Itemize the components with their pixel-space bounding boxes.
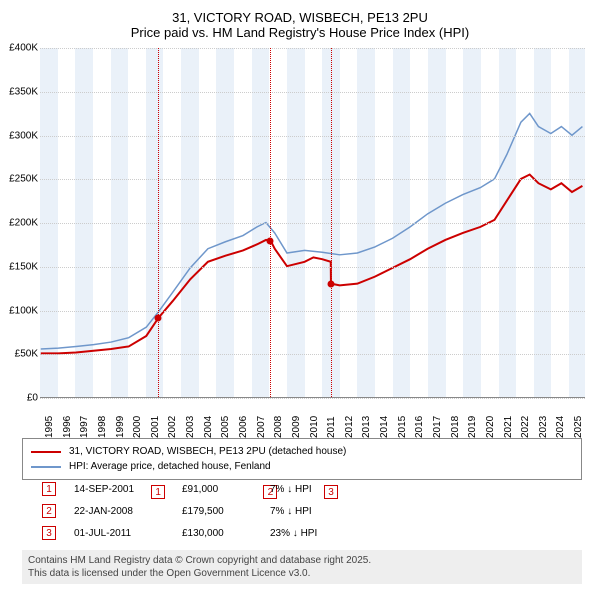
x-axis-label: 2018 <box>450 416 461 438</box>
series-hpi <box>41 113 583 349</box>
table-diff: 23% ↓ HPI <box>270 528 350 539</box>
legend-swatch <box>31 451 61 453</box>
gridline <box>40 398 585 399</box>
x-axis-label: 2017 <box>432 416 443 438</box>
table-price: £179,500 <box>182 506 252 517</box>
table-diff: 7% ↓ HPI <box>270 506 350 517</box>
x-axis-label: 2020 <box>485 416 496 438</box>
footer-note: Contains HM Land Registry data © Crown c… <box>22 550 582 584</box>
transaction-table: 1 14-SEP-2001 £91,000 7% ↓ HPI 2 22-JAN-2008 £… <box>22 478 582 544</box>
table-price: £91,000 <box>182 484 252 495</box>
legend-label: 31, VICTORY ROAD, WISBECH, PE13 2PU (det… <box>69 444 346 459</box>
table-row: 1 14-SEP-2001 £91,000 7% ↓ HPI <box>22 478 582 500</box>
table-date: 22-JAN-2008 <box>74 506 164 517</box>
x-axis-label: 1998 <box>97 416 108 438</box>
gridline <box>40 311 585 312</box>
x-axis-label: 2015 <box>397 416 408 438</box>
x-axis-label: 2000 <box>132 416 143 438</box>
table-date: 14-SEP-2001 <box>74 484 164 495</box>
x-axis-label: 2006 <box>238 416 249 438</box>
y-axis-label: £50K <box>0 349 38 360</box>
x-axis-label: 2023 <box>538 416 549 438</box>
gridline <box>40 92 585 93</box>
legend-label: HPI: Average price, detached house, Fenl… <box>69 459 271 474</box>
footer-line1: Contains HM Land Registry data © Crown c… <box>28 554 576 567</box>
marker-dot-2 <box>267 237 274 244</box>
legend-swatch <box>31 466 61 468</box>
page-title-line1: 31, VICTORY ROAD, WISBECH, PE13 2PU <box>0 10 600 25</box>
x-axis-label: 2007 <box>256 416 267 438</box>
y-axis-label: £350K <box>0 86 38 97</box>
table-marker: 3 <box>42 526 56 540</box>
gridline <box>40 267 585 268</box>
legend-item: HPI: Average price, detached house, Fenl… <box>31 459 573 474</box>
x-axis-label: 2010 <box>309 416 320 438</box>
x-axis-label: 2009 <box>291 416 302 438</box>
footer-line2: This data is licensed under the Open Gov… <box>28 567 576 580</box>
table-diff: 7% ↓ HPI <box>270 484 350 495</box>
x-axis-label: 2021 <box>503 416 514 438</box>
x-axis-label: 2004 <box>203 416 214 438</box>
table-price: £130,000 <box>182 528 252 539</box>
y-axis-label: £150K <box>0 261 38 272</box>
table-marker: 1 <box>42 482 56 496</box>
legend-box: 31, VICTORY ROAD, WISBECH, PE13 2PU (det… <box>22 438 582 480</box>
marker-line <box>331 48 332 397</box>
x-axis-label: 2011 <box>326 416 337 438</box>
x-axis-label: 2002 <box>167 416 178 438</box>
table-row: 3 01-JUL-2011 £130,000 23% ↓ HPI <box>22 522 582 544</box>
x-axis-label: 2012 <box>344 416 355 438</box>
y-axis-label: £300K <box>0 130 38 141</box>
series-price_paid <box>41 175 583 354</box>
y-axis-label: £0 <box>0 393 38 404</box>
x-axis-label: 2014 <box>379 416 390 438</box>
x-axis-label: 2019 <box>467 416 478 438</box>
x-axis-label: 2003 <box>185 416 196 438</box>
x-axis-label: 1995 <box>44 416 55 438</box>
legend-item: 31, VICTORY ROAD, WISBECH, PE13 2PU (det… <box>31 444 573 459</box>
x-axis-label: 2016 <box>414 416 425 438</box>
price-chart: £0£50K£100K£150K£200K£250K£300K£350K£400… <box>40 48 585 398</box>
table-date: 01-JUL-2011 <box>74 528 164 539</box>
y-axis-label: £400K <box>0 43 38 54</box>
page-title-line2: Price paid vs. HM Land Registry's House … <box>0 25 600 40</box>
table-marker: 2 <box>42 504 56 518</box>
y-axis-label: £200K <box>0 218 38 229</box>
y-axis-label: £100K <box>0 305 38 316</box>
marker-dot-1 <box>155 315 162 322</box>
x-axis-label: 1996 <box>62 416 73 438</box>
table-row: 2 22-JAN-2008 £179,500 7% ↓ HPI <box>22 500 582 522</box>
x-axis-label: 2024 <box>555 416 566 438</box>
x-axis-label: 2005 <box>220 416 231 438</box>
x-axis-label: 2001 <box>150 416 161 438</box>
marker-line <box>270 48 271 397</box>
x-axis-label: 2008 <box>273 416 284 438</box>
marker-line <box>158 48 159 397</box>
gridline <box>40 48 585 49</box>
gridline <box>40 136 585 137</box>
gridline <box>40 179 585 180</box>
y-axis-label: £250K <box>0 174 38 185</box>
gridline <box>40 223 585 224</box>
marker-dot-3 <box>328 281 335 288</box>
x-axis-label: 2025 <box>573 416 584 438</box>
x-axis-label: 1997 <box>79 416 90 438</box>
x-axis-label: 2013 <box>361 416 372 438</box>
x-axis-label: 1999 <box>115 416 126 438</box>
gridline <box>40 354 585 355</box>
x-axis-label: 2022 <box>520 416 531 438</box>
